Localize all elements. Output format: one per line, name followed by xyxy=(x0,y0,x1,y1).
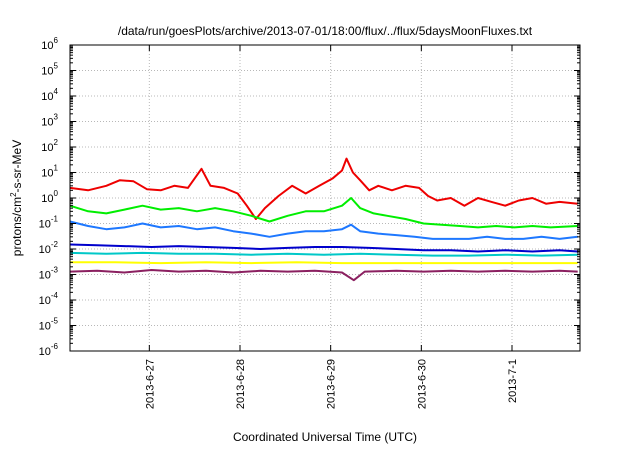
x-tick-label: 2013-6-28 xyxy=(235,359,247,409)
y-tick-label: 10-5 xyxy=(39,317,59,333)
y-tick-label: 10-2 xyxy=(39,240,59,256)
y-tick-label: 102 xyxy=(41,138,58,154)
y-tick-label: 106 xyxy=(41,36,58,52)
y-tick-label: 101 xyxy=(41,164,58,180)
y-tick-label: 105 xyxy=(41,62,58,78)
y-tick-label: 100 xyxy=(41,189,58,205)
tick-layer xyxy=(70,44,580,352)
y-tick-base: 10 xyxy=(39,270,51,282)
series-line-4 xyxy=(69,243,578,253)
y-tick-label: 10-3 xyxy=(39,266,59,282)
x-tick-label: 2013-6-30 xyxy=(416,359,428,409)
x-tick-label: 2013-6-27 xyxy=(144,359,156,409)
series-line-1 xyxy=(69,157,578,220)
y-tick-base: 10 xyxy=(41,66,53,78)
y-tick-base: 10 xyxy=(41,91,53,103)
y-tick-exponent: -1 xyxy=(51,215,59,224)
y-tick-exponent: 3 xyxy=(54,113,59,122)
y-tick-exponent: 4 xyxy=(54,87,59,96)
y-tick-label: 10-6 xyxy=(39,342,59,358)
x-axis-label: Coordinated Universal Time (UTC) xyxy=(233,430,417,444)
y-tick-label: 104 xyxy=(41,87,58,103)
y-tick-base: 10 xyxy=(39,219,51,231)
series-line-2 xyxy=(69,197,578,229)
y-tick-base: 10 xyxy=(41,40,53,52)
y-axis-label: protons/cm2-s-sr-MeV xyxy=(9,140,24,256)
y-tick-exponent: -5 xyxy=(51,317,59,326)
y-axis-label-superscript: 2 xyxy=(9,192,18,197)
x-tick-label: 2013-7-1 xyxy=(507,359,519,403)
y-tick-exponent: 1 xyxy=(54,164,59,173)
y-tick-base: 10 xyxy=(39,295,51,307)
series-line-3 xyxy=(69,220,578,240)
y-tick-base: 10 xyxy=(39,346,51,358)
y-tick-label: 10-1 xyxy=(39,215,59,231)
y-tick-label: 103 xyxy=(41,113,58,129)
y-tick-exponent: 6 xyxy=(54,36,59,45)
series-line-6 xyxy=(70,261,578,265)
y-tick-base: 10 xyxy=(39,244,51,256)
y-tick-exponent: -2 xyxy=(51,240,59,249)
series-layer xyxy=(69,157,578,282)
y-tick-label: 10-4 xyxy=(39,291,59,307)
x-tick-labels: 2013-6-27 2013-6-28 2013-6-29 2013-6-30 2013… xyxy=(144,359,519,409)
y-axis-label-prefix: protons/cm xyxy=(10,197,24,256)
y-tick-base: 10 xyxy=(41,142,53,154)
series-line-5 xyxy=(69,251,578,257)
y-tick-exponent: -6 xyxy=(51,342,59,351)
y-tick-exponent: 0 xyxy=(54,189,59,198)
y-tick-labels: 10610510410310210110010-110-210-310-410-… xyxy=(39,36,59,358)
y-tick-base: 10 xyxy=(41,193,53,205)
y-tick-exponent: -3 xyxy=(51,266,59,275)
y-tick-base: 10 xyxy=(39,321,51,333)
chart-title: /data/run/goesPlots/archive/2013-07-01/1… xyxy=(118,24,533,38)
y-tick-exponent: 2 xyxy=(54,138,59,147)
grid-layer xyxy=(70,45,580,351)
y-tick-base: 10 xyxy=(41,117,53,129)
y-axis-label-suffix: -s-sr-MeV xyxy=(10,140,24,193)
series-line-7 xyxy=(69,269,578,282)
y-tick-base: 10 xyxy=(41,168,53,180)
x-tick-label: 2013-6-29 xyxy=(326,359,338,409)
y-tick-exponent: -4 xyxy=(51,291,59,300)
y-tick-exponent: 5 xyxy=(54,62,59,71)
